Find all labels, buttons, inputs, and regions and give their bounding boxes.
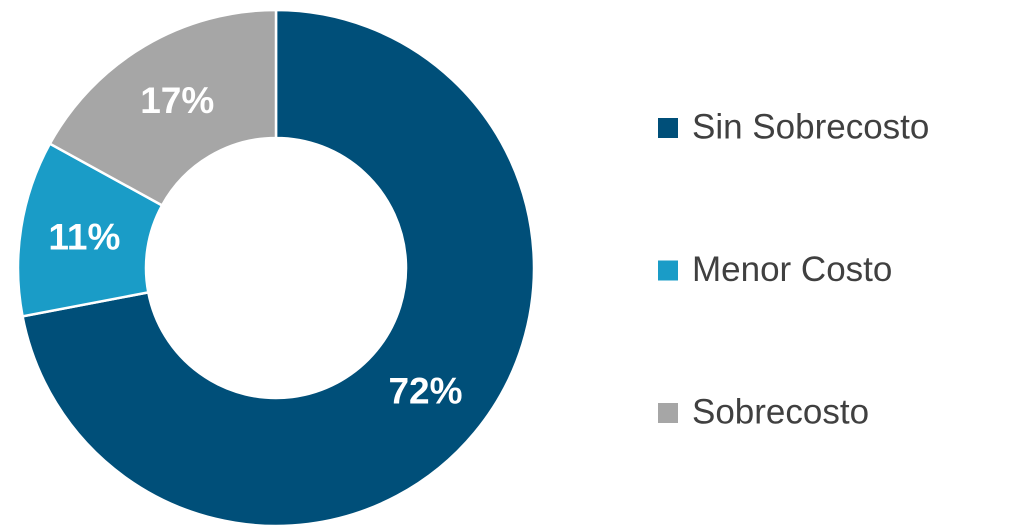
legend-label: Menor Costo xyxy=(692,250,892,289)
data-label: 17% xyxy=(140,80,214,121)
data-label: 72% xyxy=(388,370,462,411)
donut-slice xyxy=(48,8,278,208)
data-label: 11% xyxy=(48,216,120,257)
legend-swatch xyxy=(658,118,678,138)
legend-swatch xyxy=(658,260,678,281)
legend-label: Sin Sobrecosto xyxy=(692,107,929,146)
legend-swatch xyxy=(658,403,678,423)
legend-label: Sobrecosto xyxy=(692,392,869,431)
donut-slice xyxy=(21,8,536,526)
